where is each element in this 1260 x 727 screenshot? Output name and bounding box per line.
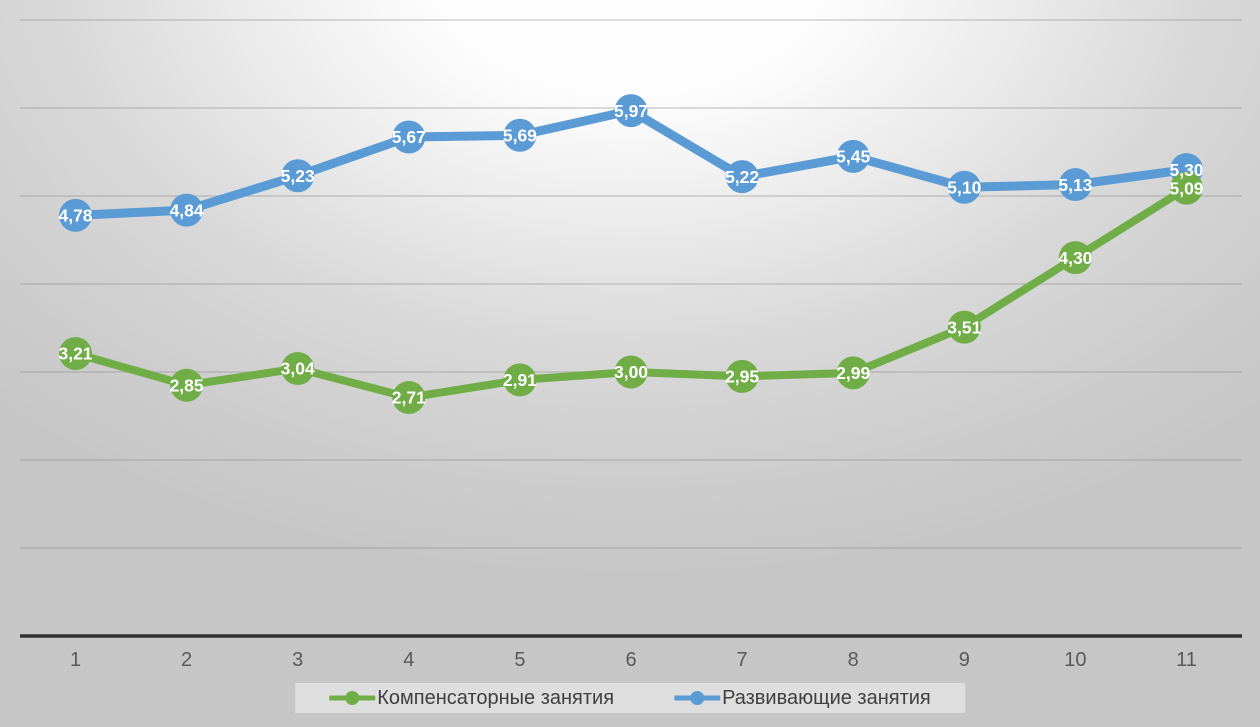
series-1-marker-5	[503, 118, 537, 152]
x-axis-tick-label-5: 5	[514, 649, 525, 671]
series-0-marker-11	[1170, 171, 1203, 205]
x-axis-tick-label-1: 1	[70, 649, 81, 671]
data-label-series-1-point-7: 5,22	[725, 167, 759, 187]
data-label-series-1-point-1: 4,78	[58, 206, 92, 226]
data-label-series-0-point-6: 3,00	[614, 362, 648, 382]
legend-label-0: Компенсаторные занятия	[377, 686, 615, 709]
series-1-marker-3	[281, 159, 315, 193]
legend-item-1: Развивающие занятия	[674, 687, 931, 710]
series-1-marker-8	[836, 139, 870, 173]
series-0-marker-9	[947, 310, 981, 344]
series-1-marker-7	[725, 160, 759, 194]
series-0-marker-2	[170, 368, 204, 402]
series-0-marker-6	[614, 355, 648, 389]
series-1-marker-6	[614, 94, 648, 128]
x-axis-tick-label-6: 6	[625, 649, 636, 671]
data-label-series-1-point-5: 5,69	[503, 125, 537, 145]
data-label-series-1-point-2: 4,84	[170, 200, 204, 220]
data-label-series-1-point-9: 5,10	[947, 177, 981, 197]
data-label-series-1-point-4: 5,67	[392, 127, 426, 147]
series-0-marker-7	[725, 359, 759, 393]
series-0-marker-3	[281, 351, 315, 385]
data-label-series-0-point-9: 3,51	[947, 317, 981, 337]
x-axis-tick-label-2: 2	[181, 649, 192, 671]
data-label-series-0-point-8: 2,99	[836, 363, 870, 383]
series-0-marker-8	[836, 356, 870, 390]
data-label-series-0-point-3: 3,04	[281, 359, 315, 379]
legend-item-0: Компенсаторные занятия	[329, 687, 614, 710]
series-1-marker-4	[392, 120, 426, 154]
x-axis-tick-label-9: 9	[959, 649, 970, 671]
series-1-marker-9	[947, 170, 981, 204]
series-0-marker-4	[392, 381, 426, 415]
data-label-series-0-point-4: 2,71	[392, 388, 426, 408]
legend-line-marker-icon	[674, 691, 721, 705]
data-label-series-0-point-5: 2,91	[503, 370, 537, 390]
series-1-marker-10	[1058, 168, 1092, 202]
data-label-series-1-point-6: 5,97	[614, 101, 648, 121]
data-label-series-1-point-10: 5,13	[1058, 175, 1092, 195]
data-label-series-0-point-7: 2,95	[725, 367, 759, 387]
data-label-series-0-point-2: 2,85	[170, 375, 204, 395]
legend-line-marker-icon	[329, 691, 376, 705]
x-axis-tick-label-7: 7	[737, 649, 748, 671]
x-axis-tick-label-3: 3	[292, 649, 303, 671]
x-axis-tick-label-11: 11	[1176, 649, 1197, 671]
series-0-marker-1	[59, 337, 92, 371]
data-label-series-0-point-10: 4,30	[1058, 248, 1092, 268]
x-axis-tick-label-10: 10	[1064, 649, 1086, 671]
series-0-marker-5	[503, 363, 537, 397]
legend-label-1: Развивающие занятия	[722, 686, 931, 709]
series-1-marker-2	[170, 193, 204, 227]
data-label-series-1-point-3: 5,23	[281, 166, 315, 186]
data-label-series-0-point-1: 3,21	[58, 344, 92, 364]
x-axis-tick-label-8: 8	[848, 649, 859, 671]
data-label-series-1-point-11: 5,30	[1169, 160, 1203, 180]
x-axis-tick-label-4: 4	[403, 649, 414, 671]
chart-legend: Компенсаторные занятия Развивающие заняти…	[295, 683, 965, 713]
data-label-series-1-point-8: 5,45	[836, 147, 870, 167]
data-label-series-0-point-11: 5,09	[1169, 178, 1203, 198]
series-1-marker-1	[59, 198, 92, 232]
series-0-marker-10	[1058, 241, 1092, 275]
